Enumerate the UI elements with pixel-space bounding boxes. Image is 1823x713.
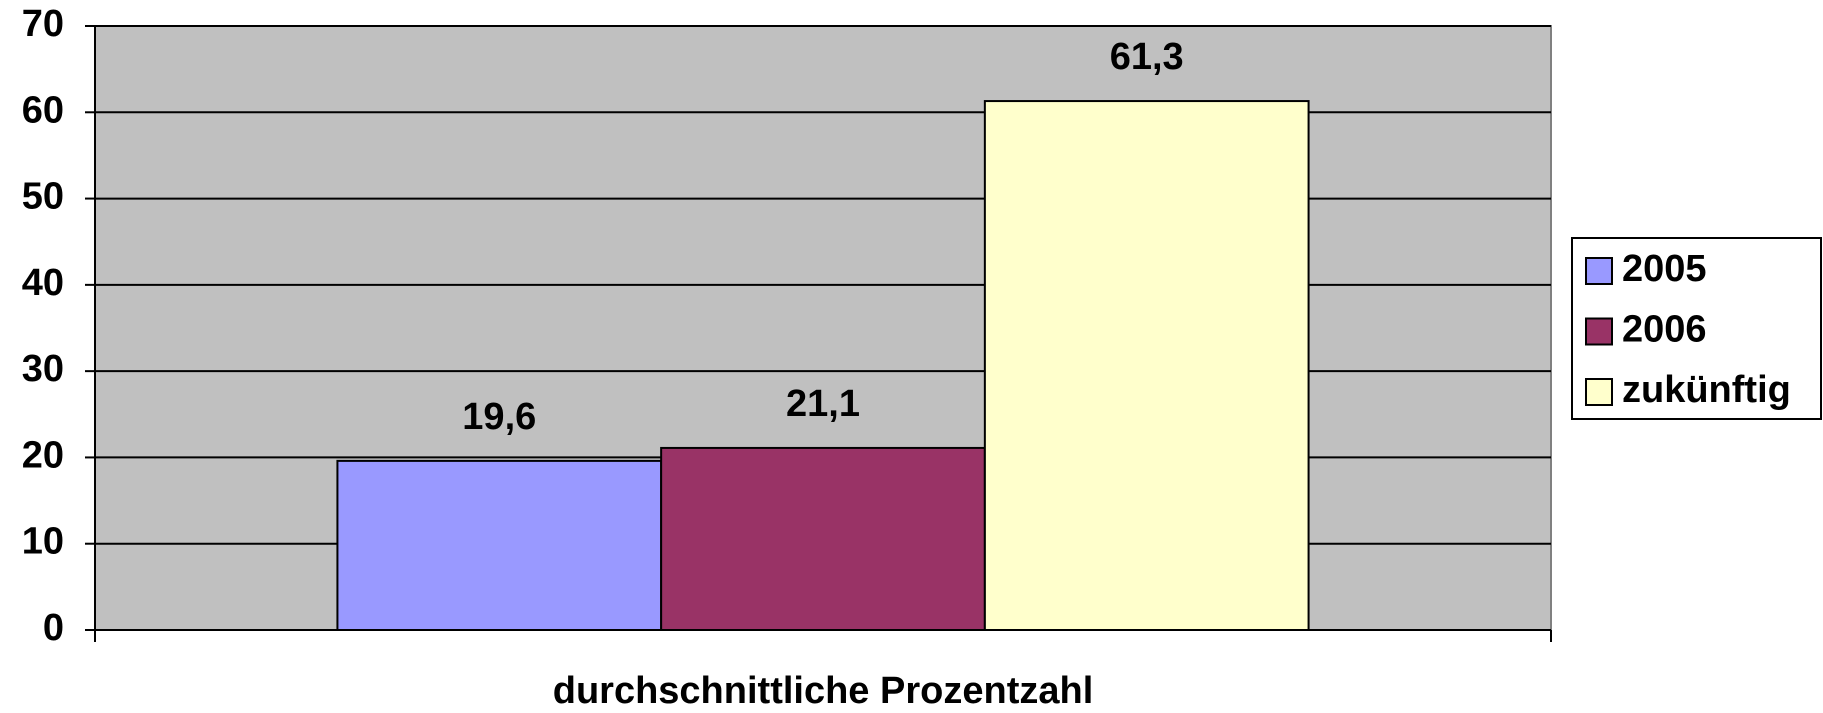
y-tick-label: 60 xyxy=(22,89,64,131)
x-tick-label: durchschnittliche Prozentzahl xyxy=(553,670,1094,712)
legend xyxy=(1571,237,1822,420)
legend-label: 2006 xyxy=(1622,309,1707,351)
bar xyxy=(983,100,1310,632)
y-tick-label: 20 xyxy=(22,434,64,476)
y-tick-label: 30 xyxy=(22,348,64,390)
legend-label: zukünftig xyxy=(1622,369,1791,411)
legend-swatch xyxy=(1585,257,1613,285)
bar xyxy=(336,459,663,631)
legend-label: 2005 xyxy=(1622,248,1707,290)
y-tick-label: 10 xyxy=(22,521,64,563)
y-tick-label: 70 xyxy=(22,3,64,45)
legend-swatch xyxy=(1585,378,1613,406)
y-tick-label: 50 xyxy=(22,176,64,218)
value-label: 61,3 xyxy=(1110,36,1184,78)
y-tick-label: 0 xyxy=(43,607,64,649)
bar xyxy=(660,446,986,631)
value-label: 19,6 xyxy=(462,396,536,438)
value-label: 21,1 xyxy=(786,383,860,425)
legend-swatch xyxy=(1585,317,1613,346)
y-tick-label: 40 xyxy=(22,262,64,304)
